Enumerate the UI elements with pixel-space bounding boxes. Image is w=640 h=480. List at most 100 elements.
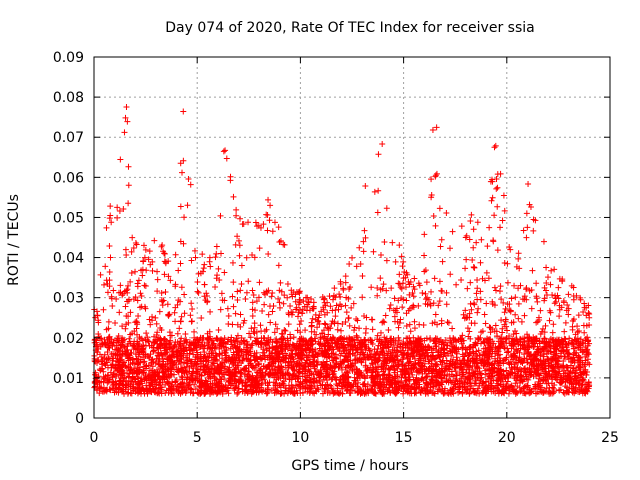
data-point xyxy=(267,319,274,326)
data-point xyxy=(227,173,234,180)
data-point xyxy=(326,293,333,300)
data-point xyxy=(565,291,572,298)
data-point xyxy=(165,311,172,318)
data-point xyxy=(237,215,244,222)
data-point xyxy=(441,349,448,356)
data-point xyxy=(229,380,236,387)
data-point xyxy=(360,238,367,245)
data-point xyxy=(118,368,125,375)
data-point xyxy=(242,379,249,386)
data-point xyxy=(383,205,390,212)
data-point xyxy=(223,384,230,391)
data-point xyxy=(258,344,265,351)
data-point xyxy=(106,268,113,275)
data-point xyxy=(554,342,561,349)
data-point xyxy=(143,365,150,372)
data-point xyxy=(548,267,555,274)
data-point xyxy=(202,353,209,360)
data-point xyxy=(181,214,188,221)
data-point xyxy=(580,322,587,329)
data-point xyxy=(329,337,336,344)
data-point xyxy=(556,302,563,309)
data-point xyxy=(111,364,118,371)
data-point xyxy=(252,307,259,314)
data-point xyxy=(326,342,333,349)
data-point xyxy=(581,363,588,370)
data-point xyxy=(116,362,123,369)
data-point xyxy=(267,370,274,377)
data-point xyxy=(124,118,131,125)
data-point xyxy=(252,354,259,361)
data-point xyxy=(355,337,362,344)
data-point xyxy=(499,325,506,332)
data-point xyxy=(253,369,260,376)
data-point xyxy=(477,288,484,295)
data-point xyxy=(575,388,582,395)
data-point xyxy=(560,348,567,355)
data-point xyxy=(493,328,500,335)
data-point xyxy=(213,243,220,250)
data-point xyxy=(304,354,311,361)
data-point xyxy=(498,366,505,373)
data-point xyxy=(203,364,210,371)
data-point xyxy=(388,339,395,346)
data-point xyxy=(359,294,366,301)
data-point xyxy=(568,282,575,289)
data-point xyxy=(468,306,475,313)
data-point xyxy=(479,328,486,335)
data-point xyxy=(317,334,324,341)
data-point xyxy=(207,365,214,372)
data-point xyxy=(308,370,315,377)
data-point xyxy=(259,349,266,356)
data-point xyxy=(154,276,161,283)
data-point xyxy=(176,340,183,347)
data-point xyxy=(180,108,187,115)
data-point xyxy=(557,380,564,387)
data-point xyxy=(443,210,450,217)
data-point xyxy=(234,345,241,352)
data-point xyxy=(105,371,112,378)
data-point xyxy=(433,373,440,380)
data-point xyxy=(485,275,492,282)
data-point xyxy=(580,376,587,383)
data-point xyxy=(91,380,98,387)
data-point xyxy=(234,288,241,295)
data-point xyxy=(511,365,518,372)
data-point xyxy=(229,293,236,300)
data-point xyxy=(282,364,289,371)
data-point xyxy=(328,376,335,383)
data-point xyxy=(356,373,363,380)
data-point xyxy=(434,349,441,356)
data-point xyxy=(428,357,435,364)
data-point xyxy=(227,337,234,344)
data-point xyxy=(361,227,368,234)
data-point xyxy=(383,257,390,264)
data-point xyxy=(216,345,223,352)
data-point xyxy=(182,331,189,338)
data-point xyxy=(308,328,315,335)
data-point xyxy=(191,247,198,254)
data-point xyxy=(498,317,505,324)
data-point xyxy=(350,343,357,350)
data-point xyxy=(453,372,460,379)
data-point xyxy=(174,330,181,337)
data-point xyxy=(133,241,140,248)
data-point xyxy=(438,236,445,243)
data-point xyxy=(152,314,159,321)
data-point xyxy=(115,371,122,378)
data-point xyxy=(181,291,188,298)
data-point xyxy=(302,294,309,301)
data-point xyxy=(108,293,115,300)
data-point xyxy=(127,309,134,316)
data-point xyxy=(199,251,206,258)
data-point xyxy=(309,315,316,322)
data-point xyxy=(162,289,169,296)
data-point xyxy=(460,373,467,380)
data-point xyxy=(166,374,173,381)
data-point xyxy=(586,310,593,317)
data-point xyxy=(537,331,544,338)
data-point xyxy=(524,350,531,357)
data-point xyxy=(357,349,364,356)
data-point xyxy=(96,379,103,386)
data-point xyxy=(98,358,105,365)
